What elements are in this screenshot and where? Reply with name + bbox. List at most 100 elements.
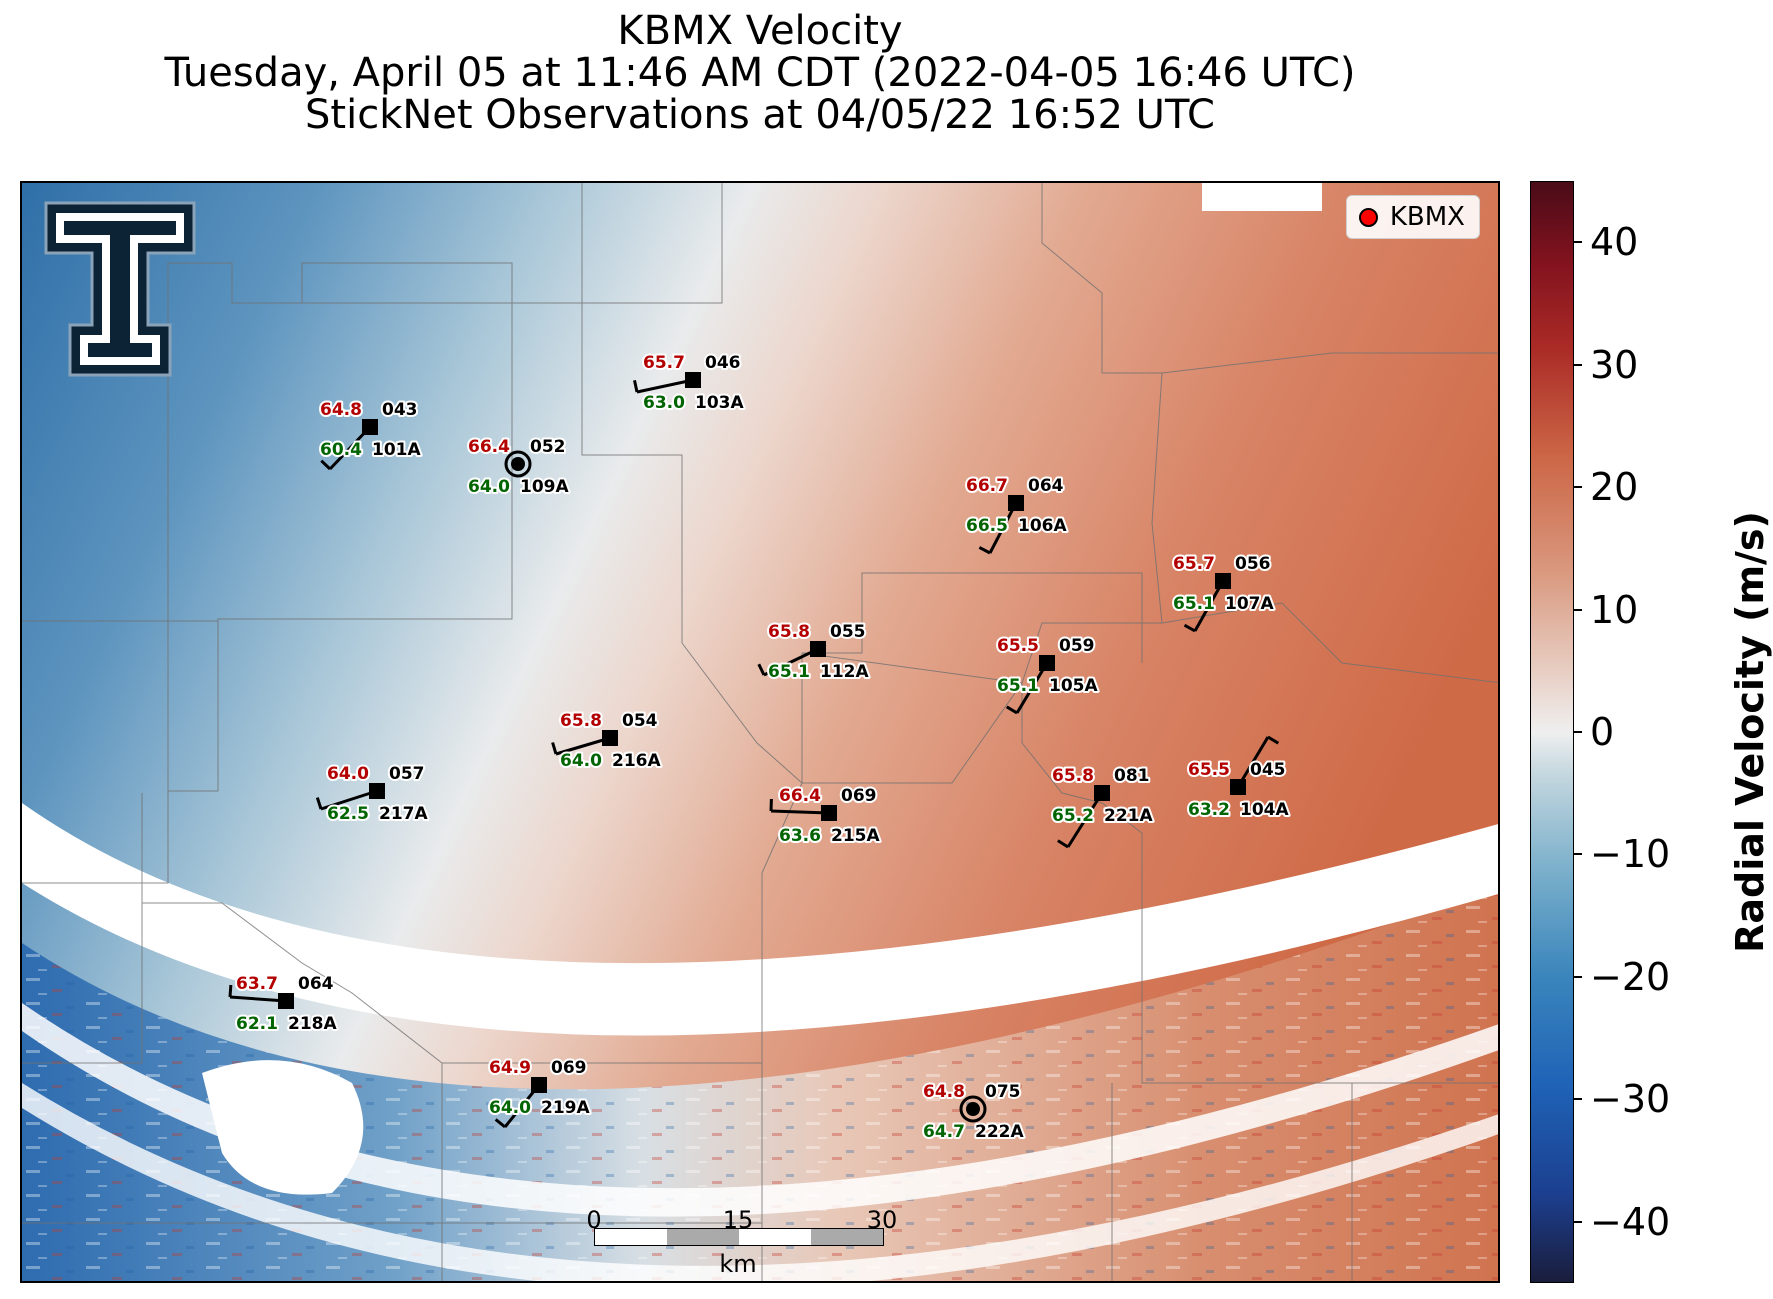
wind-barb-flag xyxy=(757,663,766,676)
station-109A[interactable]: 66.4 052 64.0 109A xyxy=(466,435,571,499)
station-temperature: 66.4 xyxy=(468,437,510,457)
radar-map[interactable]: 64.8 043 60.4 101A 66.4 052 64.0 109A 65.7 046 63.… xyxy=(20,181,1500,1283)
colorbar-tick-label-0: 40 xyxy=(1590,220,1639,265)
station-marker-icon xyxy=(362,419,378,435)
station-dewpoint: 65.1 xyxy=(997,676,1039,696)
station-temperature: 65.8 xyxy=(768,622,810,642)
station-temperature: 65.8 xyxy=(1052,766,1094,786)
title-line-2: Tuesday, April 05 at 11:46 AM CDT (2022-… xyxy=(164,50,1356,96)
station-dewpoint: 63.0 xyxy=(643,393,685,413)
wind-barb-shaft xyxy=(320,789,378,811)
wind-barb-shaft xyxy=(988,502,1018,554)
texas-tech-double-t-logo xyxy=(44,201,196,377)
station-direction: 046 xyxy=(705,353,741,373)
station-marker-icon xyxy=(966,1102,980,1116)
station-marker-icon xyxy=(369,783,385,799)
station-marker-icon xyxy=(511,457,525,471)
station-105A[interactable]: 65.5 059 65.1 105A xyxy=(995,634,1100,715)
station-dewpoint: 64.0 xyxy=(560,751,602,771)
colorbar-tick-label-4: 0 xyxy=(1590,710,1615,754)
station-marker-icon xyxy=(821,805,837,821)
station-direction: 069 xyxy=(841,786,877,806)
station-marker-icon xyxy=(1230,779,1246,795)
wind-barb-shaft xyxy=(1193,580,1225,632)
station-219A[interactable]: 64.9 069 64.0 219A xyxy=(487,1056,592,1129)
wind-barb-flag xyxy=(1005,705,1018,715)
station-dewpoint: 62.5 xyxy=(327,804,369,824)
station-id: 221A xyxy=(1104,806,1153,826)
station-221A[interactable]: 65.8 081 65.2 221A xyxy=(1050,764,1155,849)
station-106A[interactable]: 66.7 064 66.5 106A xyxy=(964,474,1069,555)
station-216A[interactable]: 65.8 054 64.0 216A xyxy=(551,709,663,773)
colorbar xyxy=(1530,181,1574,1283)
colorbar-title: Radial Velocity (m/s) xyxy=(1728,511,1772,953)
station-id: 215A xyxy=(831,826,880,846)
station-marker-icon xyxy=(531,1077,547,1093)
station-dewpoint: 66.5 xyxy=(966,516,1008,536)
station-direction: 064 xyxy=(298,974,334,994)
station-id: 222A xyxy=(975,1122,1024,1142)
colorbar-tick-1 xyxy=(1574,363,1582,366)
colorbar-tick-4 xyxy=(1574,731,1582,733)
station-marker-icon xyxy=(1008,495,1024,511)
station-temperature: 64.9 xyxy=(489,1058,531,1078)
station-temperature: 66.7 xyxy=(966,476,1008,496)
station-112A[interactable]: 65.8 055 65.1 112A xyxy=(757,620,871,684)
colorbar-tick-8 xyxy=(1574,1220,1582,1223)
chart-title: KBMX Velocity Tuesday, April 05 at 11:46… xyxy=(0,10,1520,136)
station-temperature: 64.8 xyxy=(320,400,362,420)
station-222A[interactable]: 64.8 075 64.7 222A xyxy=(921,1080,1026,1144)
station-101A[interactable]: 64.8 043 60.4 101A xyxy=(318,398,423,471)
wind-barb-shaft xyxy=(1066,792,1104,848)
kbmx-marker-icon xyxy=(1358,207,1378,227)
station-temperature: 66.4 xyxy=(779,786,821,806)
colorbar-tick-label-6: −20 xyxy=(1590,954,1671,999)
station-id: 101A xyxy=(372,440,421,460)
station-id: 112A xyxy=(820,662,869,682)
station-marker-icon xyxy=(278,993,294,1009)
no-data-patch-top xyxy=(1202,183,1322,211)
no-data-patch xyxy=(202,1060,364,1195)
wind-barb-flag xyxy=(551,742,558,755)
radar-map-canvas xyxy=(22,183,1498,1281)
legend-label: KBMX xyxy=(1389,202,1465,232)
station-dewpoint: 63.6 xyxy=(779,826,821,846)
calm-wind-circle-icon xyxy=(959,1095,987,1123)
station-id: 107A xyxy=(1225,594,1274,614)
colorbar-tick-5 xyxy=(1574,853,1582,856)
station-107A[interactable]: 65.7 056 65.1 107A xyxy=(1171,552,1276,633)
station-218A[interactable]: 63.7 064 62.1 218A xyxy=(228,972,339,1036)
colorbar-tick-6 xyxy=(1574,975,1582,978)
station-104A[interactable]: 65.5 045 63.2 104A xyxy=(1186,735,1291,822)
wind-barb-flag xyxy=(494,1118,506,1129)
station-marker-icon xyxy=(1094,785,1110,801)
scale-bar: 0 15 30 km xyxy=(586,1206,897,1278)
station-id: 109A xyxy=(520,477,569,497)
station-temperature: 63.7 xyxy=(236,974,278,994)
station-id: 104A xyxy=(1240,800,1289,820)
wind-barb-flag xyxy=(1267,735,1280,745)
station-dewpoint: 64.0 xyxy=(489,1098,531,1118)
colorbar-tick-label-2: 20 xyxy=(1590,465,1639,510)
scale-bar-segments xyxy=(594,1228,884,1246)
no-data-ring xyxy=(22,803,1498,1036)
scale-unit: km xyxy=(719,1250,757,1278)
station-temperature: 65.5 xyxy=(997,636,1039,656)
no-data-band-2 xyxy=(22,1083,1498,1281)
wind-barb-shaft xyxy=(636,378,694,394)
station-215A[interactable]: 66.4 069 63.6 215A xyxy=(769,784,882,848)
colorbar-tick-label-8: −40 xyxy=(1590,1199,1671,1244)
station-direction: 054 xyxy=(622,711,658,731)
station-id: 219A xyxy=(541,1098,590,1118)
colorbar-tick-0 xyxy=(1574,241,1582,244)
wind-barb-flag xyxy=(1183,623,1196,633)
station-dewpoint: 64.0 xyxy=(468,477,510,497)
station-direction: 056 xyxy=(1235,554,1271,574)
station-103A[interactable]: 65.7 046 63.0 103A xyxy=(633,351,746,415)
station-217A[interactable]: 64.0 057 62.5 217A xyxy=(315,762,430,826)
station-id: 105A xyxy=(1049,676,1098,696)
station-direction: 052 xyxy=(530,437,566,457)
station-direction: 057 xyxy=(389,764,425,784)
station-dewpoint: 64.7 xyxy=(923,1122,965,1142)
county-boundaries xyxy=(22,183,1498,1281)
